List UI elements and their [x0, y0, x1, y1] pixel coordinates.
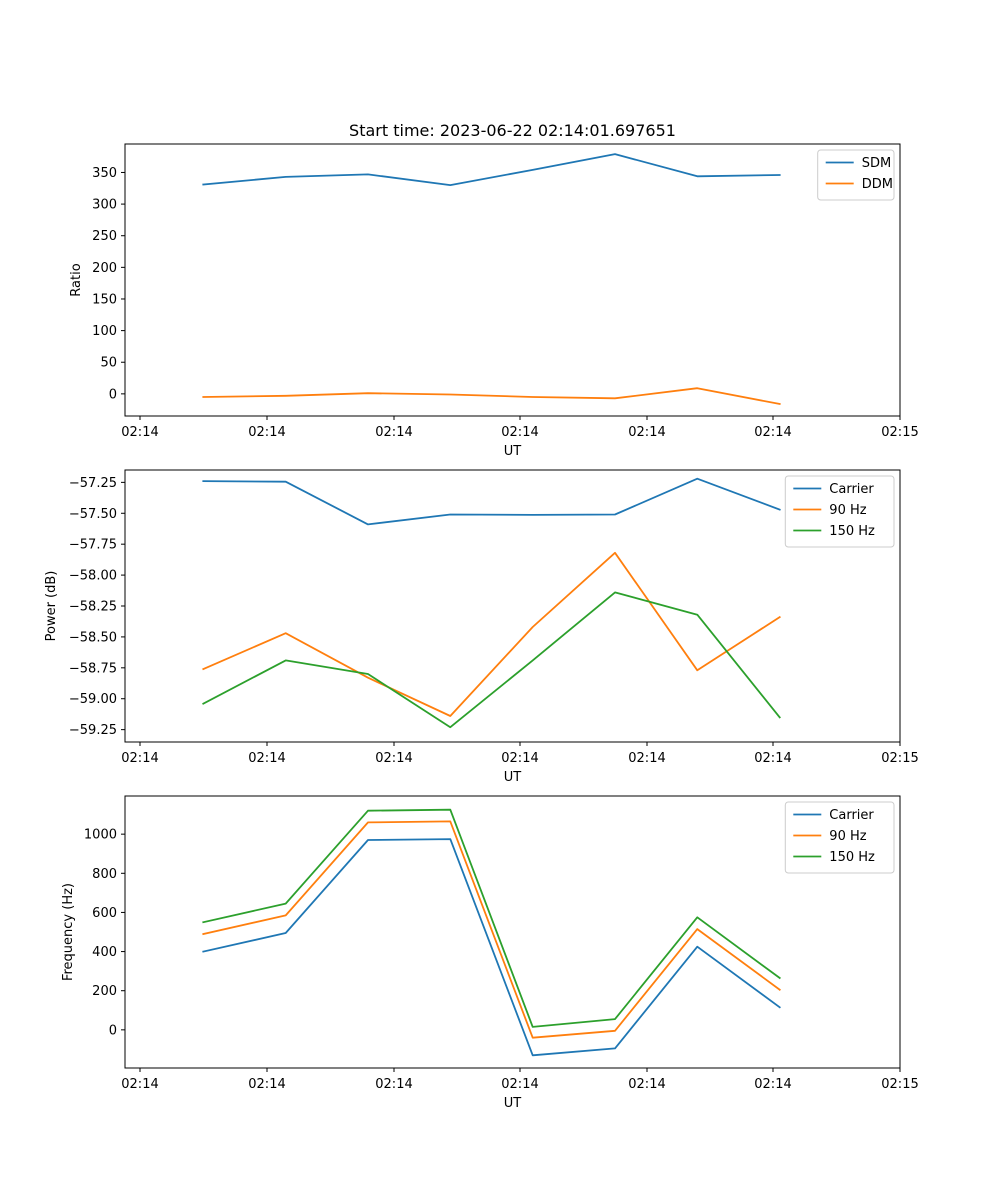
series-line-2-1: [202, 477, 781, 526]
legend-label: DDM: [862, 177, 893, 192]
x-tick-label: 02:14: [628, 751, 665, 766]
y-tick-label: −57.50: [69, 507, 117, 522]
y-axis-label: Power (dB): [44, 571, 59, 642]
series-line-1-1: [202, 153, 781, 187]
y-tick-label: 400: [92, 945, 117, 960]
y-tick-label: 250: [92, 229, 117, 244]
y-tick-label: −57.75: [69, 538, 117, 553]
x-tick-label: 02:14: [248, 425, 285, 440]
y-tick-label: −58.25: [69, 600, 117, 615]
legend: Carrier 90 Hz 150 Hz: [784, 475, 895, 548]
x-tick-label: 02:14: [501, 751, 538, 766]
x-tick-label: 02:14: [375, 1077, 412, 1092]
x-tick-label: 02:14: [248, 751, 285, 766]
y-tick-label: 600: [92, 906, 117, 921]
x-tick-label: 02:14: [628, 425, 665, 440]
series-line-3-3: [202, 808, 781, 1028]
x-tick-label: 02:14: [754, 1077, 791, 1092]
legend-box: [784, 475, 895, 548]
legend-box: [784, 801, 895, 874]
legend: SDM DDM: [817, 149, 895, 201]
y-tick-label: −58.00: [69, 569, 117, 584]
legend-label: Carrier: [829, 482, 874, 497]
x-tick-label: 02:14: [754, 425, 791, 440]
legend-label: 150 Hz: [829, 524, 875, 539]
x-tick-label: 02:14: [121, 751, 158, 766]
y-axis-label: Ratio: [69, 263, 84, 296]
y-tick-label: 0: [109, 387, 117, 402]
x-tick-label: 02:14: [501, 1077, 538, 1092]
x-tick-label: 02:14: [375, 425, 412, 440]
x-tick-label: 02:14: [121, 425, 158, 440]
x-tick-label: 02:14: [628, 1077, 665, 1092]
y-tick-label: −58.75: [69, 661, 117, 676]
y-tick-label: 100: [92, 324, 117, 339]
axes-frame: [124, 143, 901, 417]
y-tick-label: 200: [92, 261, 117, 276]
subplot-2: 02:14 02:14 02:14 02:14 02:14 02:14 02:15 −59.2…: [44, 469, 919, 785]
x-tick-label: 02:14: [121, 1077, 158, 1092]
legend-label: 90 Hz: [829, 503, 866, 518]
legend-label: SDM: [862, 156, 891, 171]
y-tick-label: −59.25: [69, 723, 117, 738]
legend-label: Carrier: [829, 808, 874, 823]
x-tick-label: 02:15: [881, 751, 918, 766]
x-tick-label: 02:14: [375, 751, 412, 766]
x-axis-label: UT: [504, 770, 522, 785]
y-tick-label: −59.00: [69, 692, 117, 707]
x-tick-label: 02:14: [248, 1077, 285, 1092]
y-tick-label: 200: [92, 984, 117, 999]
legend-label: 90 Hz: [829, 829, 866, 844]
subplot-3: 02:14 02:14 02:14 02:14 02:14 02:14 02:15 0 200 4…: [61, 795, 919, 1111]
subplot-1: 02:14 02:14 02:14 02:14 02:14 02:14 02:15 0 50 10…: [69, 143, 919, 459]
legend: Carrier 90 Hz 150 Hz: [784, 801, 895, 874]
series-line-3-2: [202, 820, 781, 1039]
axes-frame: [124, 795, 901, 1069]
y-tick-label: 0: [109, 1023, 117, 1038]
y-axis-label: Frequency (Hz): [61, 883, 76, 981]
legend-label: 150 Hz: [829, 850, 875, 865]
y-tick-label: 50: [100, 356, 117, 371]
series-line-1-2: [202, 387, 781, 406]
figure-title: Start time: 2023-06-22 02:14:01.697651: [349, 121, 676, 140]
x-tick-label: 02:15: [881, 1077, 918, 1092]
series-line-2-2: [202, 551, 781, 717]
axes-frame: [124, 469, 901, 743]
y-tick-label: 1000: [84, 828, 117, 843]
x-axis-label: UT: [504, 444, 522, 459]
y-tick-label: −58.50: [69, 630, 117, 645]
x-tick-label: 02:14: [501, 425, 538, 440]
x-tick-label: 02:15: [881, 425, 918, 440]
x-axis-label: UT: [504, 1096, 522, 1111]
y-tick-label: 800: [92, 867, 117, 882]
series-line-3-1: [202, 838, 781, 1057]
y-tick-label: 300: [92, 198, 117, 213]
y-tick-label: 350: [92, 166, 117, 181]
x-tick-label: 02:14: [754, 751, 791, 766]
series-line-2-3: [202, 591, 781, 729]
y-tick-label: −57.25: [69, 476, 117, 491]
y-tick-label: 150: [92, 292, 117, 307]
